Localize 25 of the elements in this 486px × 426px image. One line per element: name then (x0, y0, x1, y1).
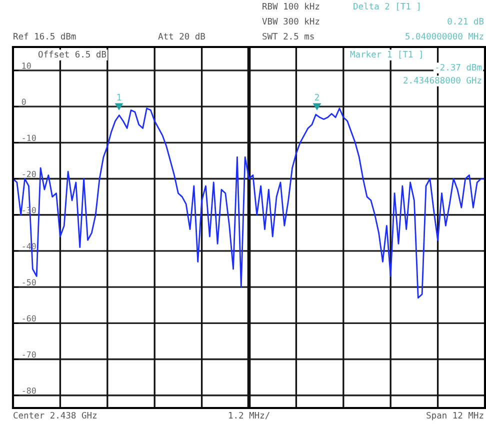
text: Center 2.438 GHz (14, 412, 96, 419)
y-tick-label: -60 (22, 315, 36, 322)
annotation: 2 (314, 94, 319, 101)
annotation: Offset 6.5 dB (38, 50, 106, 58)
y-tick-label: 0 (22, 98, 26, 105)
text: VBW 300 kHz (262, 18, 320, 25)
text: Delta 2 [T1 ] (354, 2, 420, 11)
text: Ref 16.5 dBm (14, 32, 76, 40)
text: Span 12 MHz (426, 412, 484, 420)
y-tick-label: -50 (22, 279, 36, 286)
text: 0.21 dB (448, 18, 484, 25)
text: 1.2 MHz/ (229, 412, 270, 420)
text: 5.040000000 MHz (406, 32, 484, 40)
y-tick-label: 10 (22, 62, 31, 69)
text: RBW 100 kHz (262, 2, 320, 10)
y-tick-label: -80 (22, 387, 36, 394)
y-tick-label: -20 (22, 170, 36, 178)
text: Att 20 dB (158, 32, 205, 40)
y-tick-label: -70 (22, 351, 36, 358)
annotation: Marker 1 [T1 ] (350, 50, 422, 59)
annotation: -2.37 dBm (436, 64, 482, 71)
annotation: 1 (117, 94, 122, 101)
text: SWT 2.5 ms (262, 32, 314, 40)
annotation: 2.434688000 GHz (404, 76, 482, 84)
y-tick-label: -10 (22, 134, 36, 142)
